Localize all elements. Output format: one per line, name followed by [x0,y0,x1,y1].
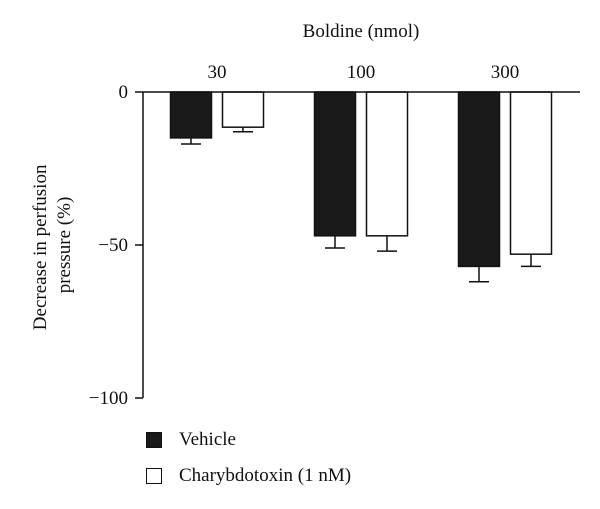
category-labels: 30 100 300 [208,62,520,83]
bars [169,91,553,283]
chart-title: Boldine (nmol) [303,21,420,42]
bar [313,91,357,237]
y-axis-label: Decrease in perfusion pressure (%) [30,160,75,330]
category-label: 100 [347,62,376,83]
bar [457,91,501,268]
bar [365,91,409,237]
y-axis-label-line-1: Decrease in perfusion [30,164,51,330]
y-axis: 0 −50 −100 [89,82,580,409]
y-axis-label-line-2: pressure (%) [54,197,75,294]
y-tick-label: 0 [119,82,129,103]
bar [509,91,553,255]
bar [169,91,213,139]
category-label: 30 [208,62,227,83]
y-tick-label: −100 [89,388,128,409]
bar [221,91,265,128]
y-tick-label: −50 [98,235,128,256]
category-label: 300 [491,62,520,83]
